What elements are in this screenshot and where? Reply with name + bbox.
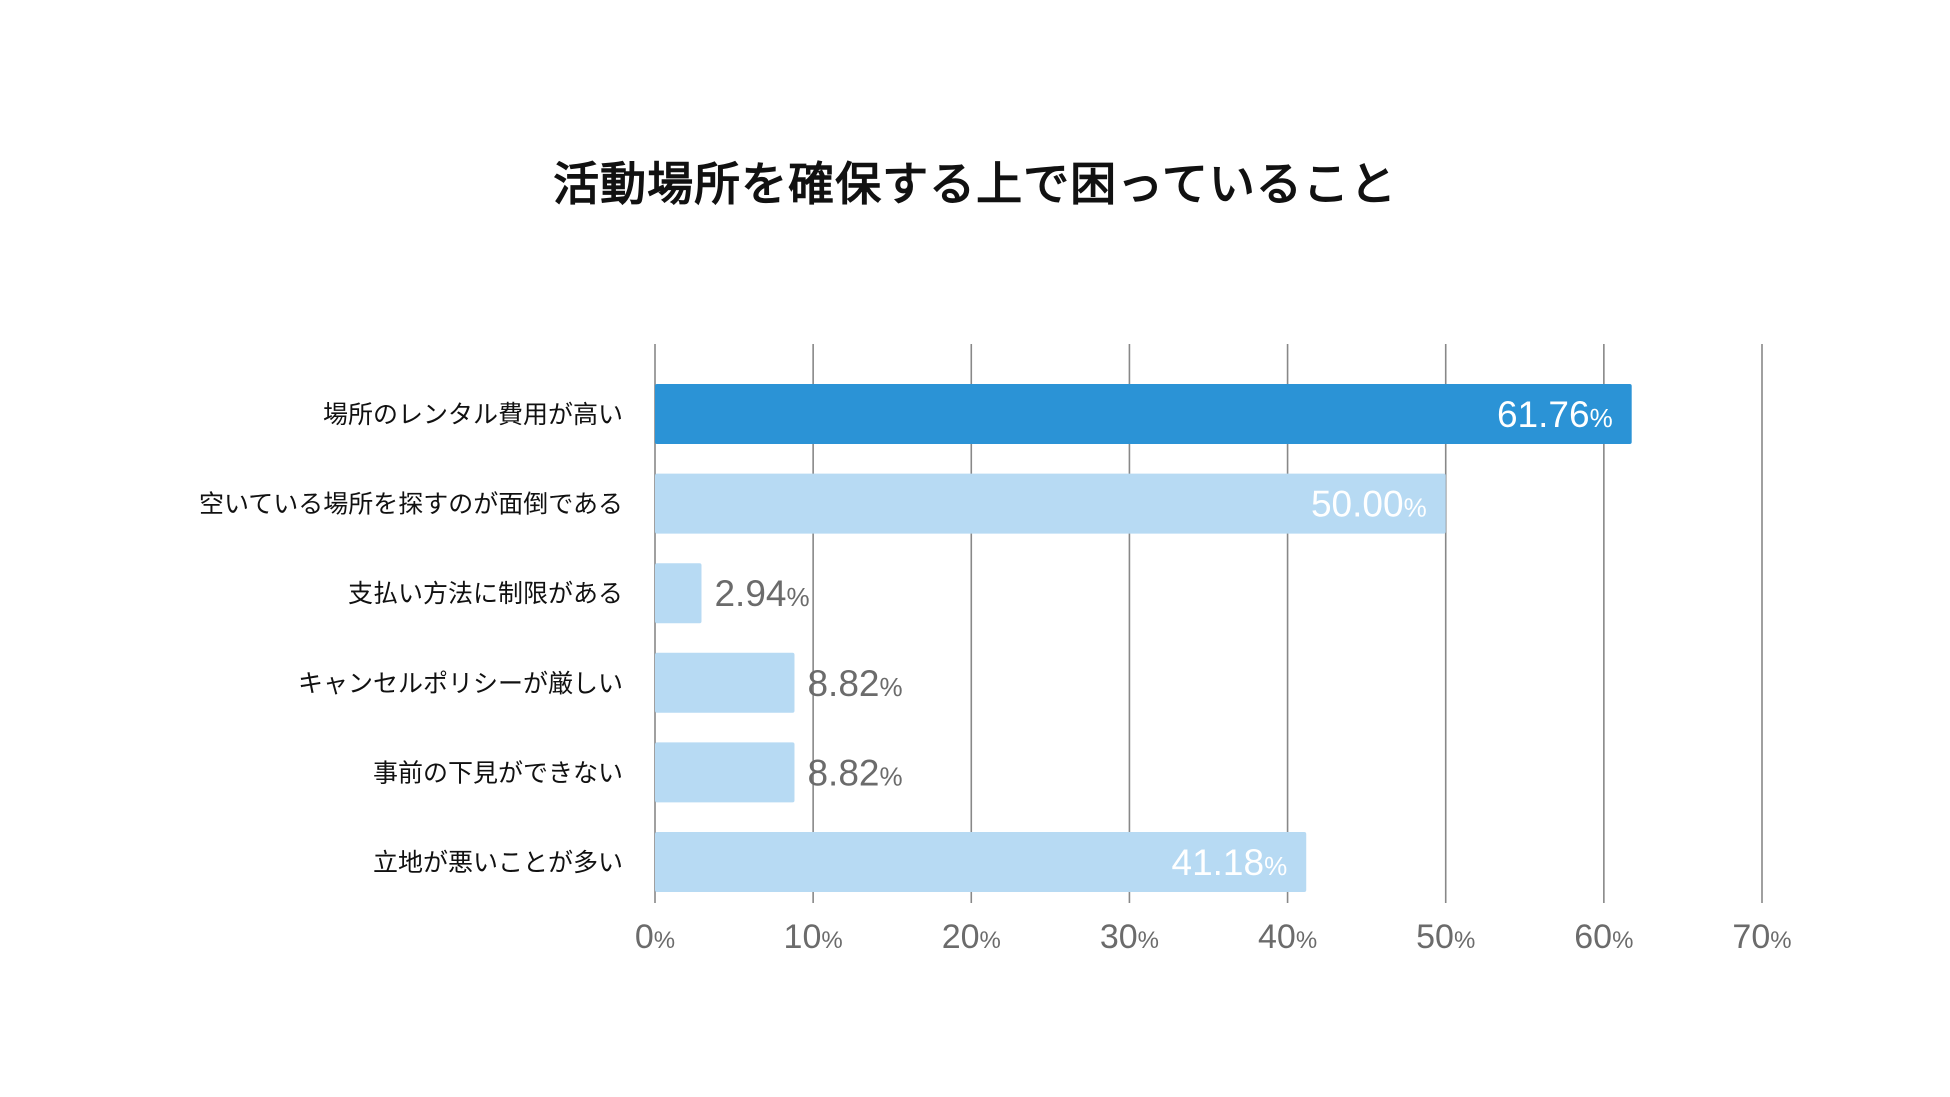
bar: [655, 652, 795, 713]
x-tick-label: 50%: [1416, 918, 1475, 956]
value-label: 2.94%: [714, 573, 809, 614]
category-label: 支払い方法に制限がある: [348, 579, 623, 608]
bar: [655, 832, 1307, 892]
chart-title: 活動場所を確保する上で困っていること: [553, 157, 1397, 211]
label-layer: 0% 10% 20% 30% 40% 50% 60% 70% 場所のレンタル費用が高い 61.76…: [199, 394, 1792, 956]
category-label: 場所のレンタル費用が高い: [323, 400, 623, 429]
x-tick-label: 60%: [1574, 918, 1633, 956]
category-label: 事前の下見ができない: [373, 758, 623, 787]
x-tick-label: 30%: [1100, 918, 1159, 956]
bar: [655, 742, 795, 803]
value-label: 8.82%: [807, 663, 902, 704]
x-tick-label: 70%: [1732, 918, 1791, 956]
x-tick-label: 0%: [635, 918, 675, 956]
bar-layer: [655, 384, 1632, 892]
value-label: 8.82%: [807, 752, 902, 793]
bar: [655, 384, 1632, 444]
category-label: キャンセルポリシーが厳しい: [298, 669, 623, 698]
value-label: 41.18%: [1172, 842, 1288, 883]
bar: [655, 563, 702, 624]
bar: [655, 473, 1446, 534]
value-label: 61.76%: [1497, 394, 1613, 435]
x-tick-label: 40%: [1258, 918, 1317, 956]
x-tick-label: 10%: [784, 918, 843, 956]
category-label: 立地が悪いことが多い: [373, 848, 623, 877]
category-label: 空いている場所を探すのが面倒である: [199, 490, 623, 519]
x-tick-label: 20%: [942, 918, 1001, 956]
value-label: 50.00%: [1311, 484, 1427, 525]
